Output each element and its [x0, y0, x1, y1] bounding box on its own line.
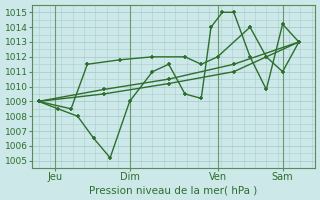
X-axis label: Pression niveau de la mer( hPa ): Pression niveau de la mer( hPa ): [90, 185, 258, 195]
